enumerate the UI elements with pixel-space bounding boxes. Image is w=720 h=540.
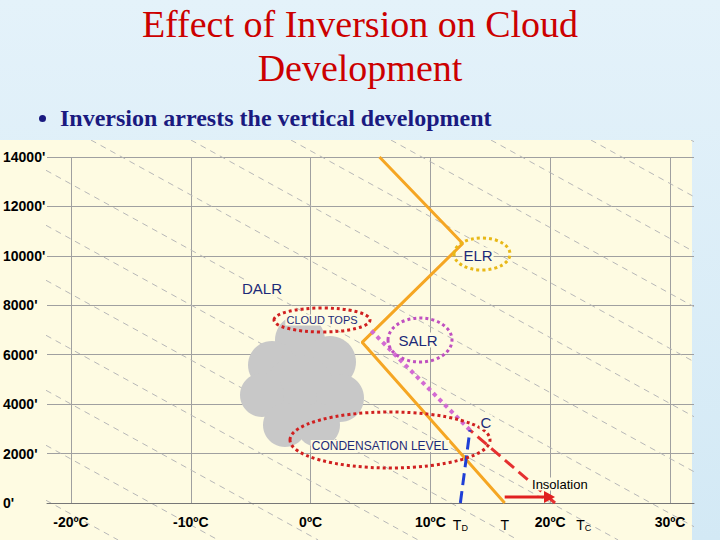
svg-text:CLOUD TOPS: CLOUD TOPS — [286, 314, 357, 326]
svg-text:CONDENSATION LEVEL: CONDENSATION LEVEL — [312, 439, 449, 453]
svg-text:14000': 14000' — [3, 149, 45, 165]
svg-text:20ºC: 20ºC — [535, 514, 566, 530]
svg-text:D: D — [461, 523, 468, 533]
svg-text:30ºC: 30ºC — [655, 514, 686, 530]
svg-text:0ºC: 0ºC — [299, 514, 322, 530]
svg-text:C: C — [481, 414, 492, 431]
svg-text:T: T — [500, 517, 509, 533]
svg-text:0': 0' — [3, 495, 14, 511]
html-text:Inversion arrests the vertical: Inversion arrests the vertical developme… — [60, 105, 492, 131]
svg-text:4000': 4000' — [3, 396, 37, 412]
svg-text:8000': 8000' — [3, 297, 37, 313]
svg-text:DALR: DALR — [242, 280, 282, 297]
svg-text:10ºC: 10ºC — [415, 514, 446, 530]
svg-text:SALR: SALR — [398, 332, 437, 349]
svg-text:-20ºC: -20ºC — [53, 514, 88, 530]
svg-text:6000': 6000' — [3, 347, 37, 363]
svg-text:T: T — [452, 517, 462, 533]
svg-text:Insolation: Insolation — [532, 477, 588, 492]
svg-text:ELR: ELR — [463, 247, 492, 264]
svg-text:2000': 2000' — [3, 446, 37, 462]
html-text:Effect of Inversion on Cloud D: Effect of Inversion on Cloud Development — [141, 3, 579, 89]
svg-text:-10ºC: -10ºC — [173, 514, 208, 530]
svg-text:C: C — [585, 523, 592, 533]
svg-text:12000': 12000' — [3, 198, 45, 214]
svg-text:T: T — [576, 517, 585, 533]
svg-text:10000': 10000' — [3, 248, 45, 264]
